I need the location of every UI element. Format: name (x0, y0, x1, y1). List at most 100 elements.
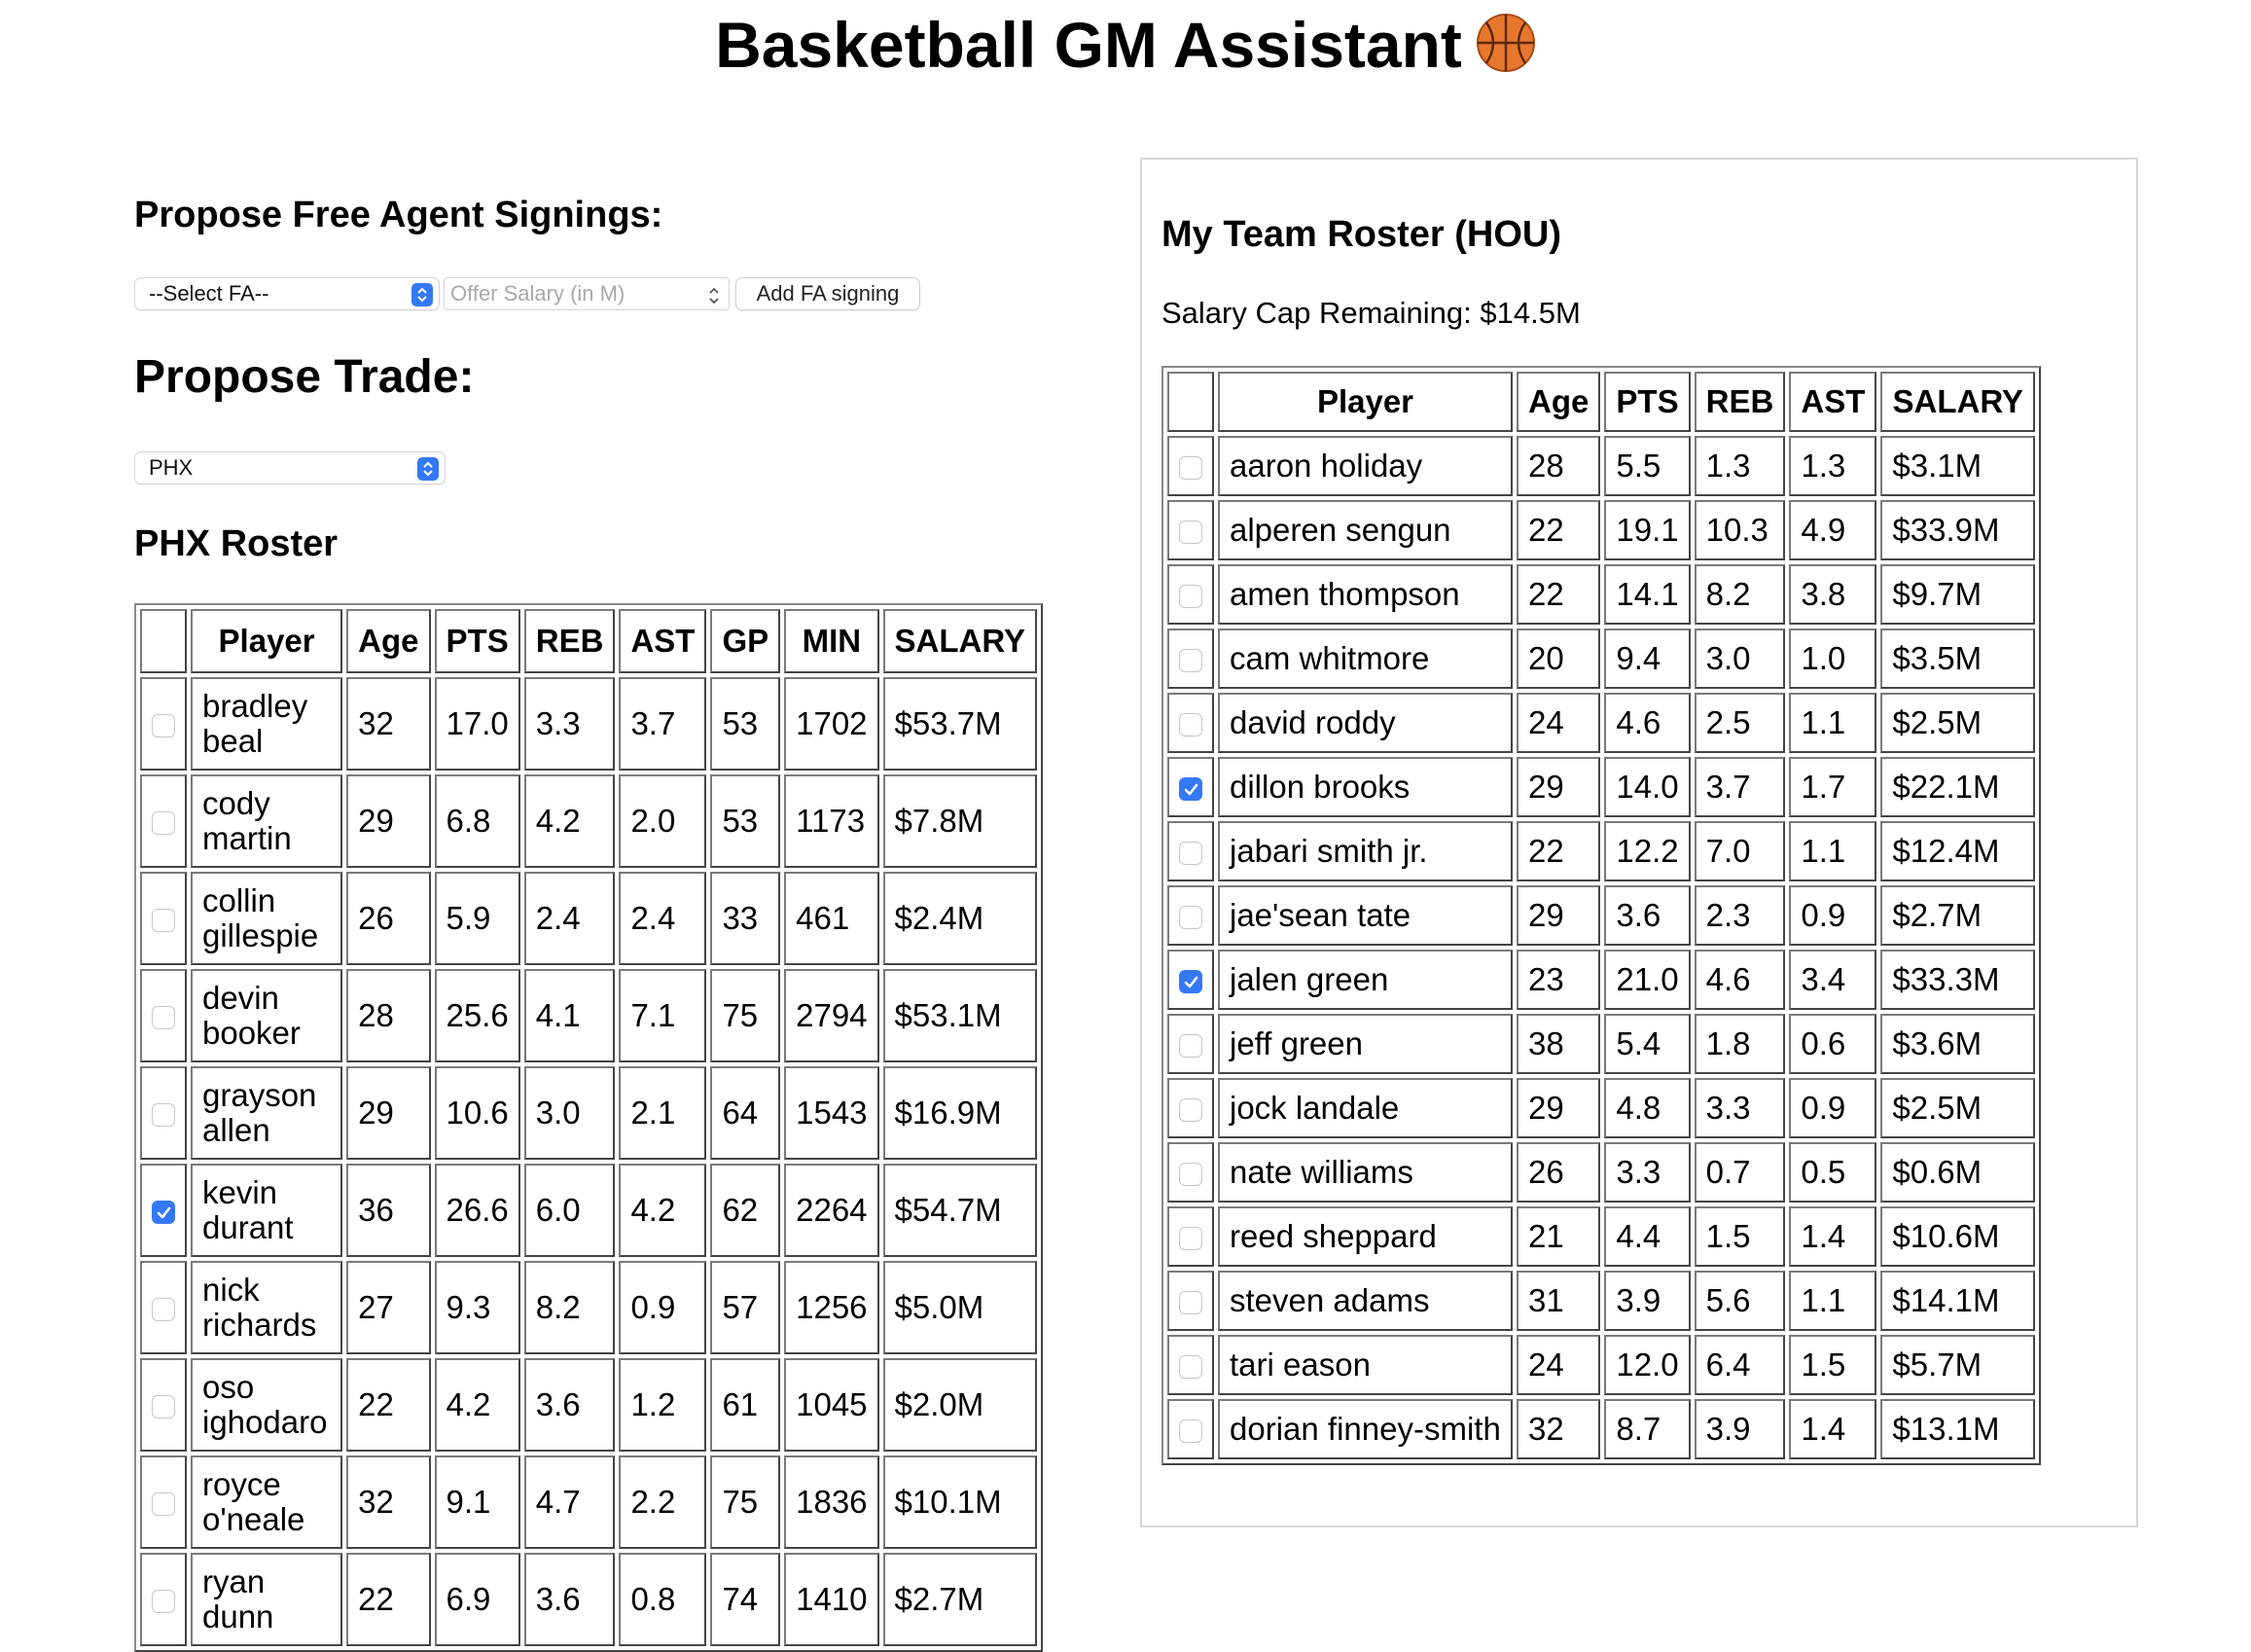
cell-player: ryan dunn (191, 1553, 343, 1646)
column-header: REB (1694, 372, 1786, 432)
cell-pts: 5.4 (1604, 1014, 1691, 1074)
offer-salary-input[interactable]: Offer Salary (in M) (444, 277, 730, 310)
column-header: AST (619, 609, 707, 673)
player-select-checkbox[interactable] (152, 1492, 175, 1517)
player-select-checkbox[interactable] (1179, 1227, 1202, 1251)
player-select-checkbox[interactable] (1179, 585, 1202, 609)
cell-salary: $9.7M (1880, 564, 2035, 625)
cell-gp: 61 (710, 1358, 781, 1452)
column-header: AST (1789, 372, 1877, 432)
cell-gp: 33 (710, 872, 781, 965)
cell-reb: 2.3 (1694, 885, 1786, 946)
table-row: collin gillespie 26 5.9 2.4 2.4 33 461 $2.4M (140, 872, 1037, 965)
cell-gp: 75 (710, 1455, 781, 1549)
cell-age: 29 (1516, 885, 1601, 946)
player-select-checkbox[interactable] (1179, 456, 1202, 481)
cell-age: 24 (1516, 693, 1601, 753)
column-header: SALARY (1880, 372, 2035, 432)
stepper-icon[interactable] (707, 284, 721, 305)
cell-ast: 1.1 (1789, 1271, 1877, 1331)
select-cell (1167, 693, 1214, 753)
player-select-checkbox[interactable] (1179, 777, 1202, 802)
cell-ast: 2.1 (619, 1066, 707, 1160)
column-header: MIN (784, 609, 879, 673)
player-select-checkbox[interactable] (1179, 649, 1202, 673)
cell-pts: 4.6 (1604, 693, 1691, 753)
player-select-checkbox[interactable] (1179, 1355, 1202, 1380)
column-header: Age (1516, 372, 1601, 432)
cell-salary: $33.3M (1880, 950, 2035, 1010)
table-row: jalen green 23 21.0 4.6 3.4 $33.3M (1167, 950, 2035, 1010)
cell-ast: 7.1 (619, 969, 707, 1062)
player-select-checkbox[interactable] (1179, 1419, 1202, 1444)
select-cell (1167, 950, 1214, 1010)
cell-reb: 4.7 (523, 1455, 616, 1549)
add-fa-signing-button[interactable]: Add FA signing (735, 277, 920, 310)
player-select-checkbox[interactable] (1179, 1098, 1202, 1123)
my-team-roster-body: aaron holiday 28 5.5 1.3 1.3 $3.1M alperen sen… (1167, 436, 2035, 1459)
cell-salary: $16.9M (882, 1066, 1037, 1160)
cell-salary: $5.7M (1880, 1335, 2035, 1395)
cell-gp: 53 (710, 774, 781, 868)
player-select-checkbox[interactable] (152, 1103, 175, 1128)
select-cell (140, 1358, 187, 1452)
cell-min: 1045 (784, 1358, 879, 1452)
player-select-checkbox[interactable] (1179, 1163, 1202, 1187)
player-select-checkbox[interactable] (152, 811, 175, 836)
cell-min: 1256 (784, 1261, 879, 1354)
cell-min: 1173 (784, 774, 879, 868)
cell-player: jeff green (1218, 1014, 1513, 1074)
cell-reb: 1.8 (1694, 1014, 1786, 1074)
select-cell (140, 1261, 187, 1354)
cell-salary: $54.7M (882, 1164, 1037, 1257)
player-select-checkbox[interactable] (152, 1006, 175, 1030)
free-agent-controls: --Select FA-- Offer Salary (in M) Add FA… (134, 276, 920, 311)
cell-ast: 0.5 (1789, 1142, 1877, 1203)
column-header: Player (1218, 372, 1513, 432)
select-cell (1167, 1078, 1214, 1138)
player-select-checkbox[interactable] (1179, 970, 1202, 994)
cell-pts: 12.0 (1604, 1335, 1691, 1395)
player-select-checkbox[interactable] (1179, 842, 1202, 866)
player-select-checkbox[interactable] (152, 1201, 175, 1225)
cell-reb: 7.0 (1694, 821, 1786, 881)
table-row: david roddy 24 4.6 2.5 1.1 $2.5M (1167, 693, 2035, 753)
player-select-checkbox[interactable] (152, 1298, 175, 1322)
table-row: reed sheppard 21 4.4 1.5 1.4 $10.6M (1167, 1206, 2035, 1267)
free-agent-select[interactable]: --Select FA-- (134, 277, 440, 310)
select-column-header (1167, 372, 1214, 432)
cell-salary: $2.5M (1880, 1078, 2035, 1138)
free-agent-heading: Propose Free Agent Signings: (134, 195, 663, 235)
trade-team-select[interactable]: PHX (134, 451, 446, 485)
table-row: nate williams 26 3.3 0.7 0.5 $0.6M (1167, 1142, 2035, 1203)
player-select-checkbox[interactable] (1179, 906, 1202, 930)
table-row: amen thompson 22 14.1 8.2 3.8 $9.7M (1167, 564, 2035, 625)
cell-salary: $2.5M (1880, 693, 2035, 753)
player-select-checkbox[interactable] (1179, 713, 1202, 737)
cell-ast: 2.0 (619, 774, 707, 868)
table-row: aaron holiday 28 5.5 1.3 1.3 $3.1M (1167, 436, 2035, 496)
cell-salary: $22.1M (1880, 757, 2035, 817)
checkmark-icon (1184, 976, 1198, 988)
table-row: royce o'neale 32 9.1 4.7 2.2 75 1836 $10.1M (140, 1455, 1037, 1549)
cell-pts: 9.4 (1604, 628, 1691, 689)
cell-ast: 3.7 (619, 677, 707, 771)
player-select-checkbox[interactable] (152, 714, 175, 738)
cell-gp: 53 (710, 677, 781, 771)
player-select-checkbox[interactable] (1179, 1291, 1202, 1315)
table-row: ryan dunn 22 6.9 3.6 0.8 74 1410 $2.7M (140, 1553, 1037, 1646)
cell-min: 2264 (784, 1164, 879, 1257)
cell-player: steven adams (1218, 1271, 1513, 1331)
player-select-checkbox[interactable] (1179, 521, 1202, 545)
player-select-checkbox[interactable] (152, 1395, 175, 1419)
cell-pts: 6.9 (434, 1553, 520, 1646)
table-row: steven adams 31 3.9 5.6 1.1 $14.1M (1167, 1271, 2035, 1331)
cell-ast: 0.9 (1789, 1078, 1877, 1138)
select-cell (140, 872, 187, 965)
player-select-checkbox[interactable] (1179, 1034, 1202, 1059)
cell-player: bradley beal (191, 677, 343, 771)
select-cell (1167, 1271, 1214, 1331)
cell-salary: $10.1M (882, 1455, 1037, 1549)
player-select-checkbox[interactable] (152, 1590, 175, 1614)
player-select-checkbox[interactable] (152, 909, 175, 933)
